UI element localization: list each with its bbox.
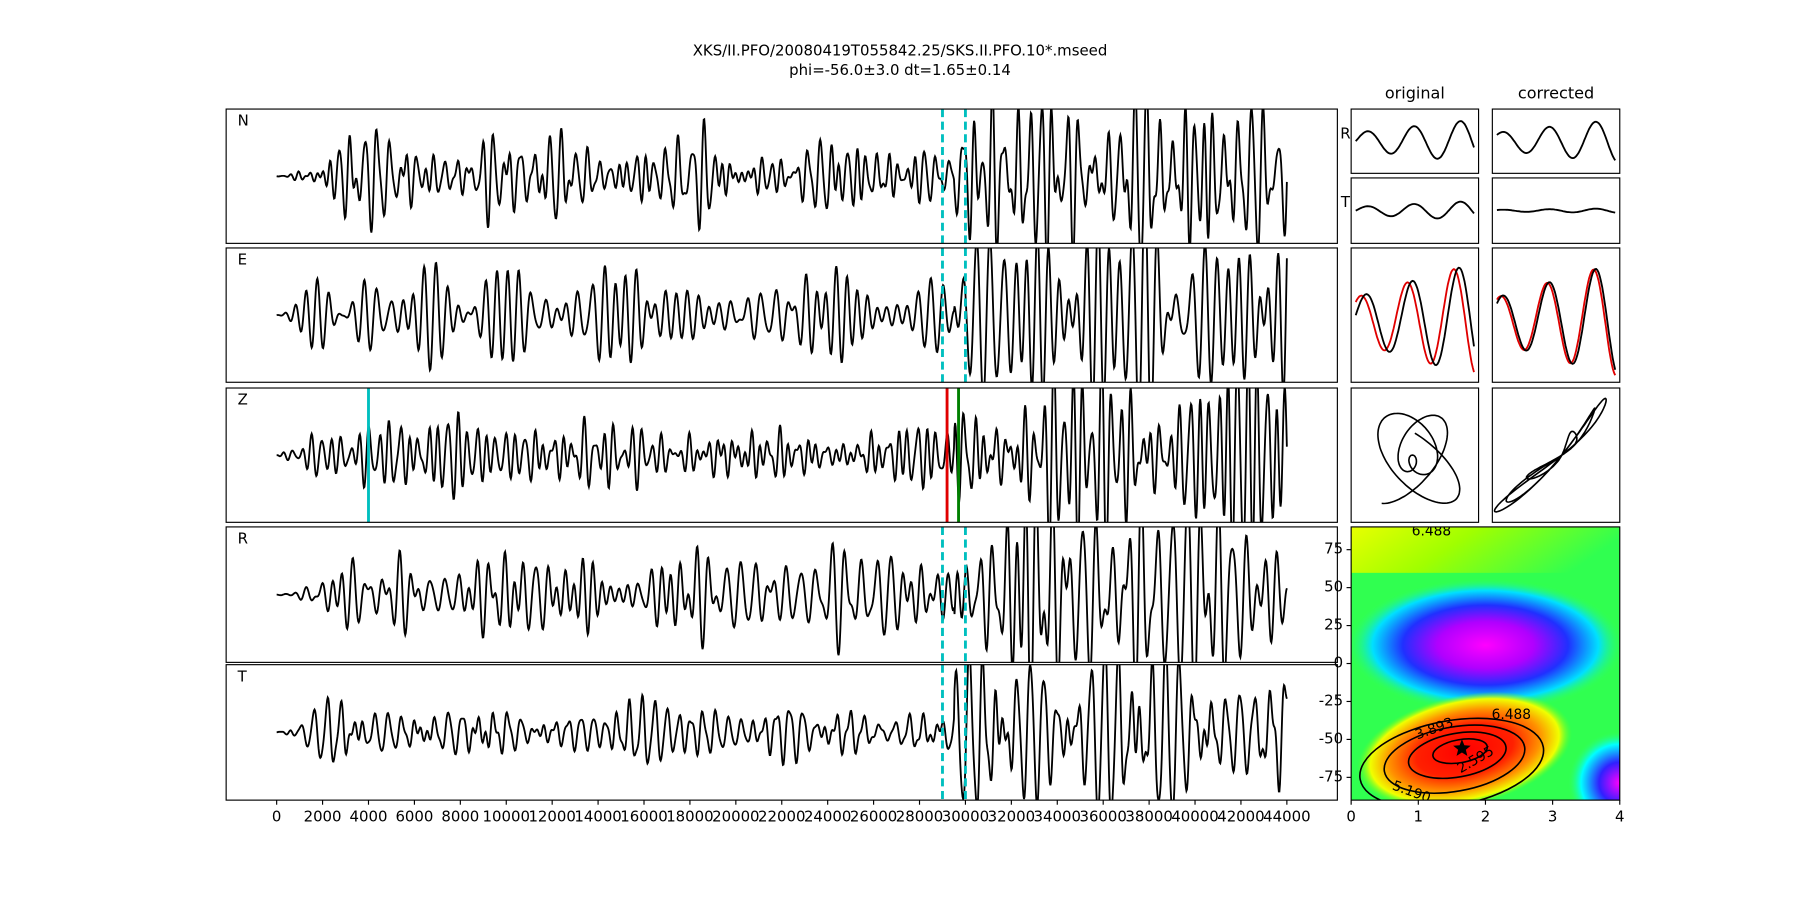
panel-frame (225, 108, 1338, 244)
trace-panel: Z (225, 387, 1338, 523)
x-tick-label: 32000 (988, 807, 1035, 825)
waveform (276, 247, 1288, 383)
panel-frame (1350, 108, 1480, 174)
waveform (1496, 268, 1617, 376)
y-tick-label: -25 (1319, 691, 1343, 709)
title: XKS/II.PFO/20080419T055842.25/SKS.II.PFO… (693, 42, 1108, 60)
y-tick-label: 25 (1324, 616, 1343, 634)
panel-frame (1350, 177, 1480, 244)
panel-label: T (237, 667, 248, 685)
row-label: T (1340, 193, 1351, 211)
x-tick-label: 0 (272, 807, 281, 825)
x-tick-label: 28000 (896, 807, 943, 825)
waveform (1496, 268, 1617, 370)
x-tick-label: 22000 (758, 807, 805, 825)
panel-frame (225, 247, 1338, 383)
x-tick-label: 18000 (666, 807, 713, 825)
contour-line (1432, 738, 1489, 765)
best-estimate (1453, 739, 1471, 756)
contour-label: 6.488 (1492, 707, 1531, 723)
surface-min (1351, 578, 1620, 712)
panel-label: R (238, 530, 248, 548)
panel-frame (225, 387, 1338, 523)
waveform (276, 664, 1288, 801)
panel-label: E (238, 251, 247, 269)
x-tick-label: 4 (1615, 807, 1624, 825)
panel-frame (1491, 247, 1621, 383)
y-tick-label: -75 (1319, 767, 1343, 785)
waveform (1354, 268, 1475, 373)
x-tick-label: 10000 (483, 807, 530, 825)
x-tick-label: 8000 (441, 807, 479, 825)
waveform (276, 526, 1288, 663)
trace-panel: R (225, 526, 1338, 663)
panel-label: Z (238, 391, 248, 409)
x-tick-label: 14000 (574, 807, 621, 825)
contour-label: 6.488 (1412, 524, 1451, 540)
contour-line (1407, 731, 1507, 780)
x-tick-label: 42000 (1217, 807, 1264, 825)
x-tick-label: 20000 (712, 807, 759, 825)
x-tick-label: 44000 (1263, 807, 1310, 825)
waveform (1496, 120, 1616, 161)
panel-frame (1350, 247, 1480, 383)
contour-line (1359, 717, 1545, 801)
panel-frame (1491, 387, 1621, 523)
x-tick-label: 40000 (1171, 807, 1218, 825)
panel-frame (225, 526, 1338, 663)
column-title: original (1385, 84, 1445, 103)
surface-corner (1568, 731, 1620, 801)
y-tick-label: 75 (1324, 540, 1343, 558)
x-tick-label: 1 (1414, 807, 1423, 825)
particle-motion (1493, 397, 1607, 513)
waveform (276, 388, 1288, 523)
x-tick-label: 30000 (942, 807, 989, 825)
x-tick-label: 4000 (350, 807, 388, 825)
row-label: R (1340, 124, 1350, 142)
x-tick-label: 0 (1346, 807, 1355, 825)
trace-panel: E (225, 247, 1338, 383)
y-tick-label: -50 (1319, 729, 1343, 747)
x-tick-label: 26000 (850, 807, 897, 825)
x-tick-label: 36000 (1079, 807, 1126, 825)
x-tick-label: 2 (1481, 807, 1490, 825)
subtitle: phi=-56.0±3.0 dt=1.65±0.14 (789, 61, 1011, 79)
surface-band (1351, 526, 1620, 573)
x-tick-label: 6000 (395, 807, 433, 825)
waveform (1355, 120, 1475, 160)
waveform (1355, 200, 1475, 220)
waveform (1496, 207, 1616, 214)
x-tick-label: 12000 (528, 807, 575, 825)
contour-line (1383, 724, 1526, 794)
panel-label: N (238, 112, 249, 130)
panel-frame (1350, 387, 1480, 523)
x-tick-label: 3 (1548, 807, 1557, 825)
x-tick-label: 34000 (1034, 807, 1081, 825)
waveform (276, 109, 1288, 244)
trace-panel: T (225, 664, 1338, 801)
y-tick-label: 50 (1324, 578, 1343, 596)
panel-frame (1491, 108, 1621, 174)
y-tick-label: 0 (1334, 654, 1343, 672)
panel-frame (1491, 177, 1621, 244)
x-tick-label: 16000 (620, 807, 667, 825)
waveform (1354, 266, 1475, 367)
x-tick-label: 24000 (804, 807, 851, 825)
x-tick-label: 38000 (1125, 807, 1172, 825)
x-tick-label: 2000 (304, 807, 342, 825)
particle-motion (1377, 412, 1461, 505)
trace-panel: N (225, 108, 1338, 244)
column-title: corrected (1518, 84, 1594, 103)
